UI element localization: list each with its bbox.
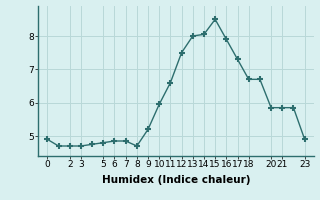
X-axis label: Humidex (Indice chaleur): Humidex (Indice chaleur) (102, 175, 250, 185)
